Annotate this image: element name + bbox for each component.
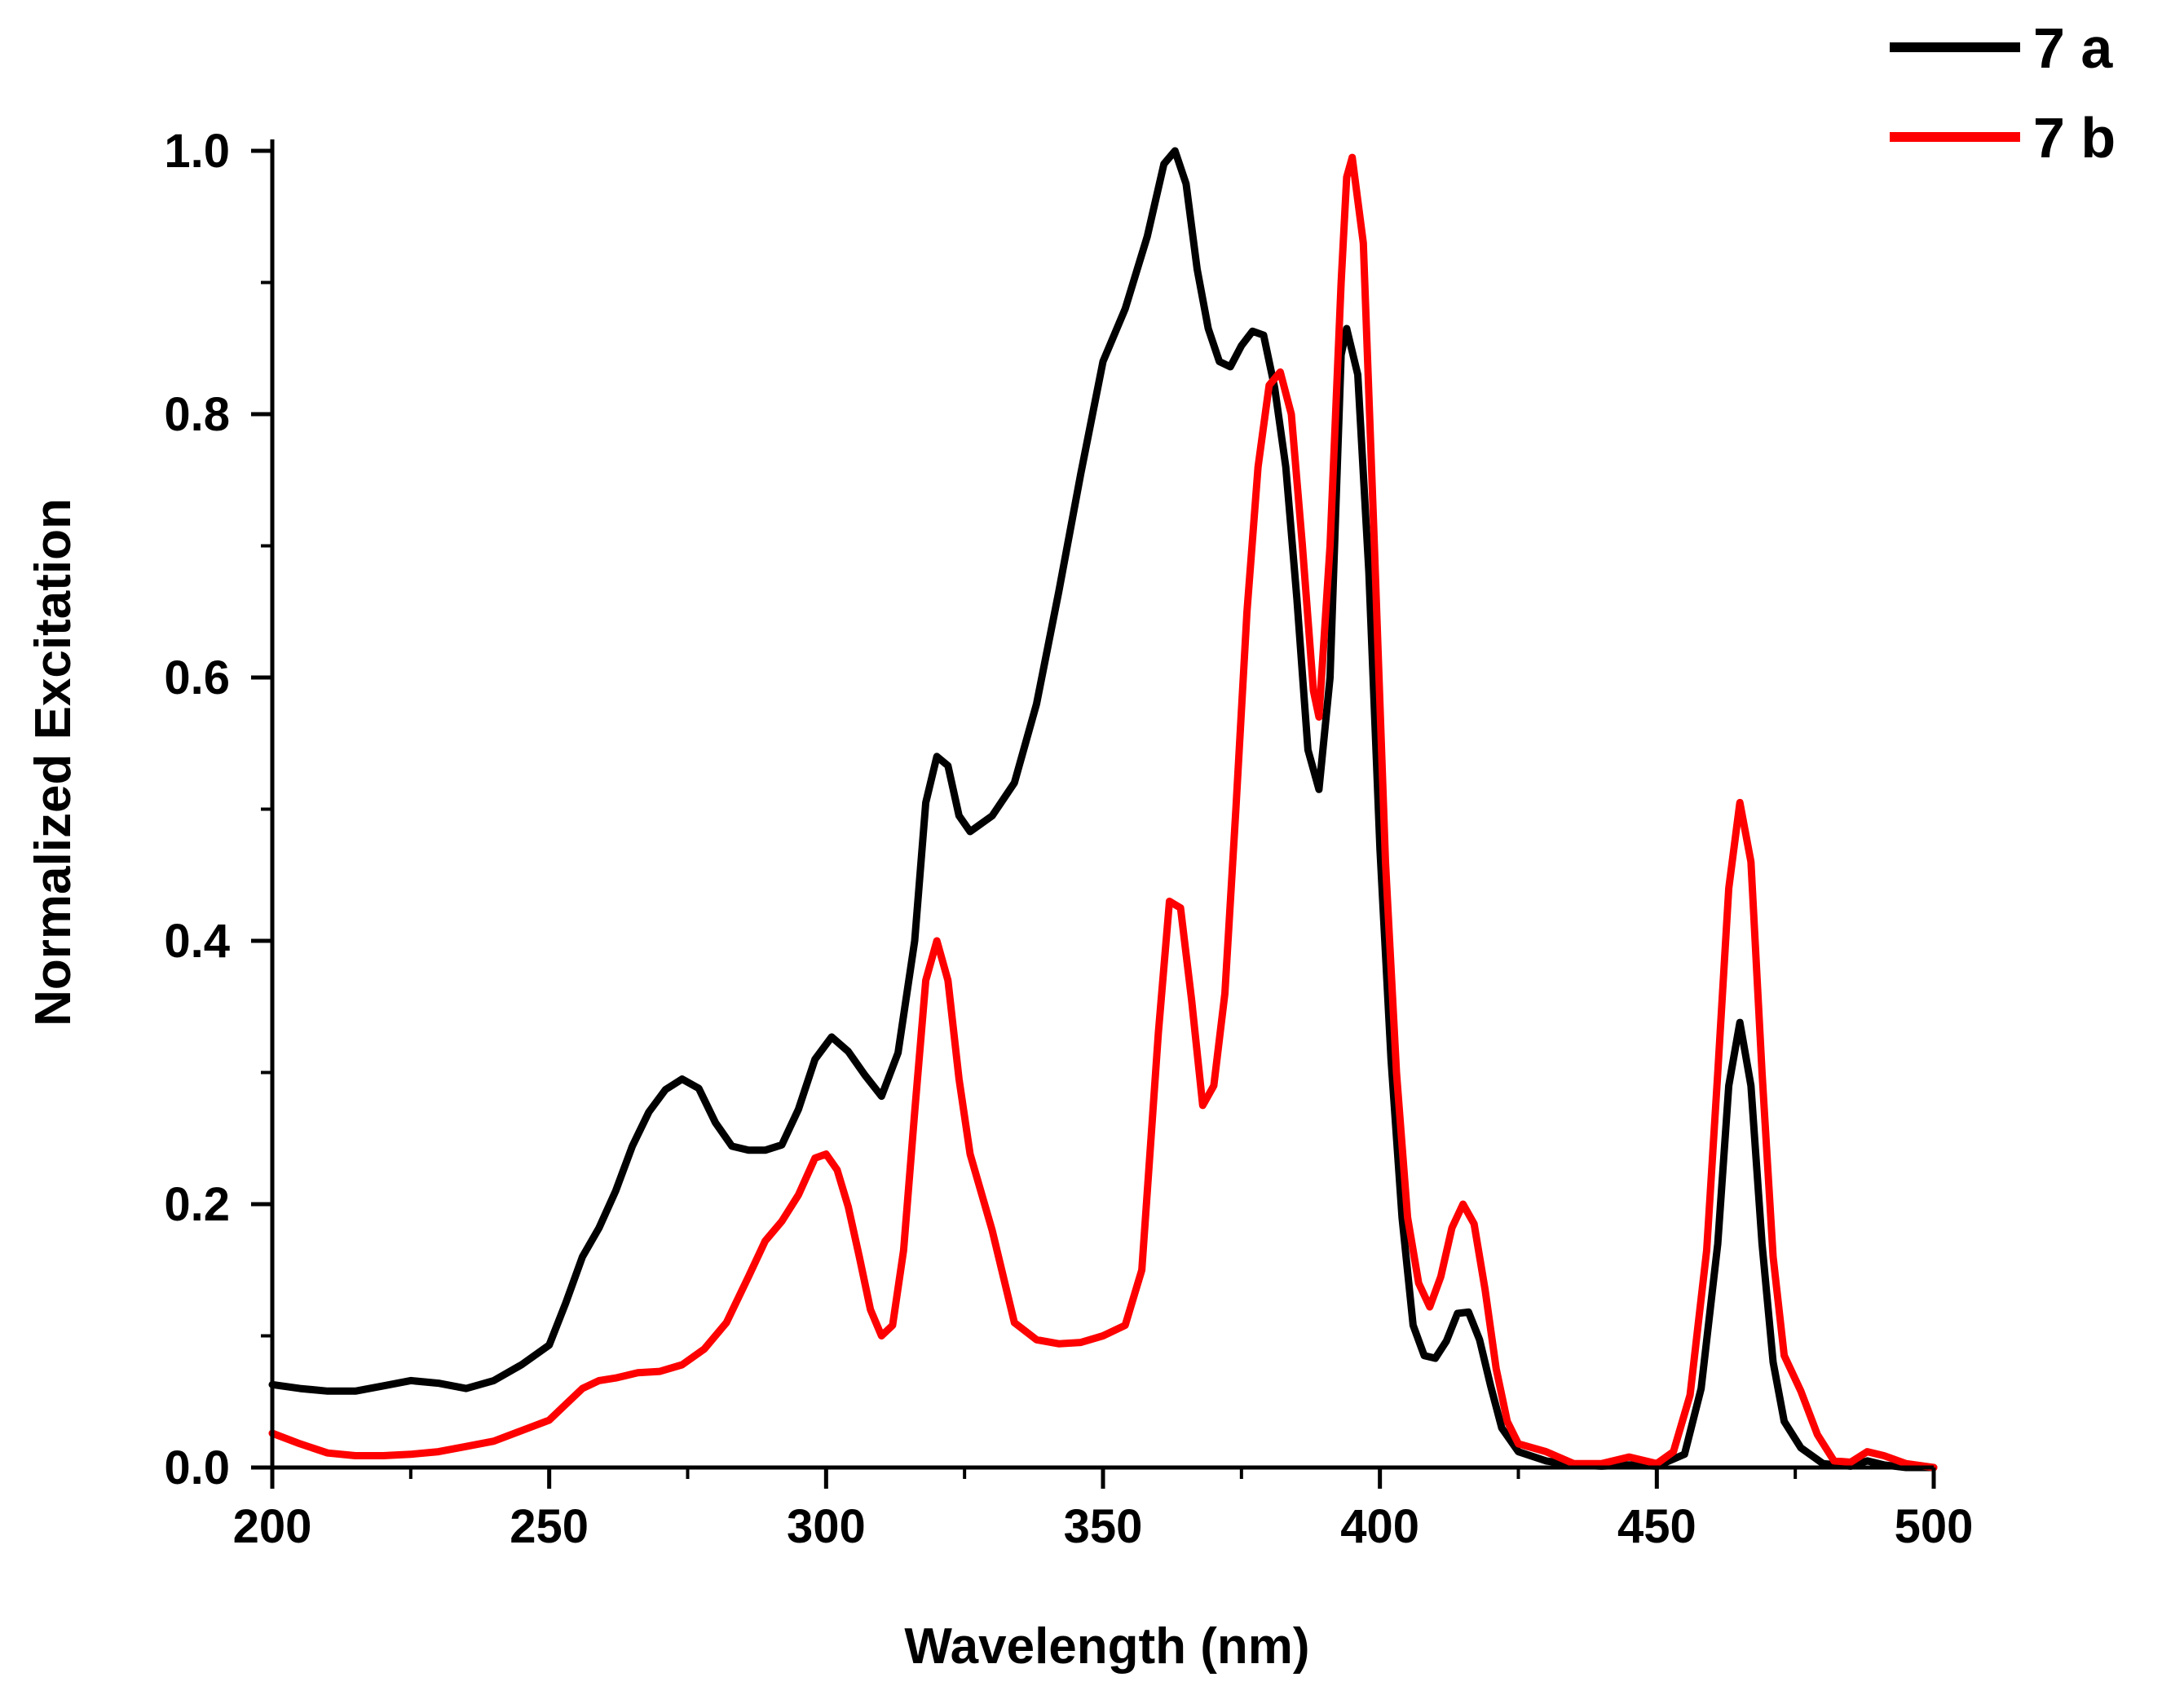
x-tick-label: 300: [787, 1500, 866, 1553]
y-tick-label: 0.8: [164, 388, 230, 441]
x-tick-label: 450: [1617, 1500, 1696, 1553]
axes: [251, 139, 1936, 1489]
y-tick-label: 1.0: [164, 125, 230, 178]
legend-label-7b: 7 b: [2033, 106, 2116, 170]
x-tick-label: 350: [1064, 1500, 1143, 1553]
legend: 7 a7 b: [1890, 16, 2116, 170]
y-tick-label: 0.0: [164, 1441, 230, 1494]
x-axis-title: Wavelength (nm): [904, 1618, 1309, 1675]
x-tick-label: 200: [233, 1500, 312, 1553]
y-tick-label: 0.4: [164, 915, 230, 968]
y-tick-label: 0.6: [164, 651, 230, 704]
legend-label-7a: 7 a: [2033, 16, 2113, 80]
x-tick-label: 250: [510, 1500, 589, 1553]
y-axis-title: Normalized Excitation: [25, 498, 82, 1026]
tick-labels: 200 250 300 350 400 450 500 0.0 0.2 0.4 0.6 0.8 1.0: [164, 125, 1973, 1553]
series-line-7a: [268, 147, 1938, 1472]
x-tick-label: 500: [1895, 1500, 1974, 1553]
x-tick-label: 400: [1340, 1500, 1419, 1553]
y-tick-label: 0.2: [164, 1178, 230, 1231]
series-line-7b: [268, 153, 1938, 1472]
plot-lines: [268, 147, 1938, 1472]
